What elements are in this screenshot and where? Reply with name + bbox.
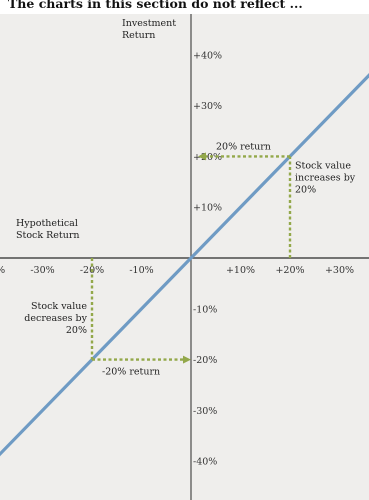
x-tick-label: -10% [129,265,153,276]
tick-labels: -40%-30%-20%-10%+10%+20%+30%+40%+40%+30%… [0,50,354,468]
x-tick-label: -40% [0,265,5,276]
x-tick-label: -30% [30,265,54,276]
series-line [0,73,369,457]
y-axis-title: Return [122,30,155,41]
y-axis-title: Investment [122,18,176,29]
y-tick-label: -20% [193,355,217,366]
series-layer [0,73,369,457]
x-tick-label: +30% [325,265,354,276]
up-note-line: 20% [295,184,316,195]
y-tick-label: -40% [193,457,217,468]
down-note-line: decreases by [24,313,87,324]
y-tick-label: +30% [193,101,222,112]
down-note-line: Stock value [31,301,87,312]
y-tick-label: +40% [193,50,222,61]
up-arrow-label: 20% return [216,141,271,152]
x-axis-title: Hypothetical [16,218,78,229]
y-tick-label: +20% [193,152,222,163]
chart-panel: -40%-30%-20%-10%+10%+20%+30%+40%+40%+30%… [0,14,369,500]
down-note-line: 20% [66,325,87,336]
y-tick-label: -10% [193,304,217,315]
y-tick-label: -30% [193,406,217,417]
x-axis-title: Stock Return [16,230,80,241]
investment-return-chart: -40%-30%-20%-10%+10%+20%+30%+40%+40%+30%… [0,14,369,500]
axes [0,14,369,500]
x-tick-label: +10% [226,265,255,276]
up-note-line: increases by [295,172,356,183]
down-arrow-label: -20% return [102,367,160,378]
page-title: The charts in this section do not reflec… [8,0,303,11]
up-note-line: Stock value [295,160,351,171]
x-tick-label: +20% [275,265,304,276]
y-tick-label: +10% [193,203,222,214]
